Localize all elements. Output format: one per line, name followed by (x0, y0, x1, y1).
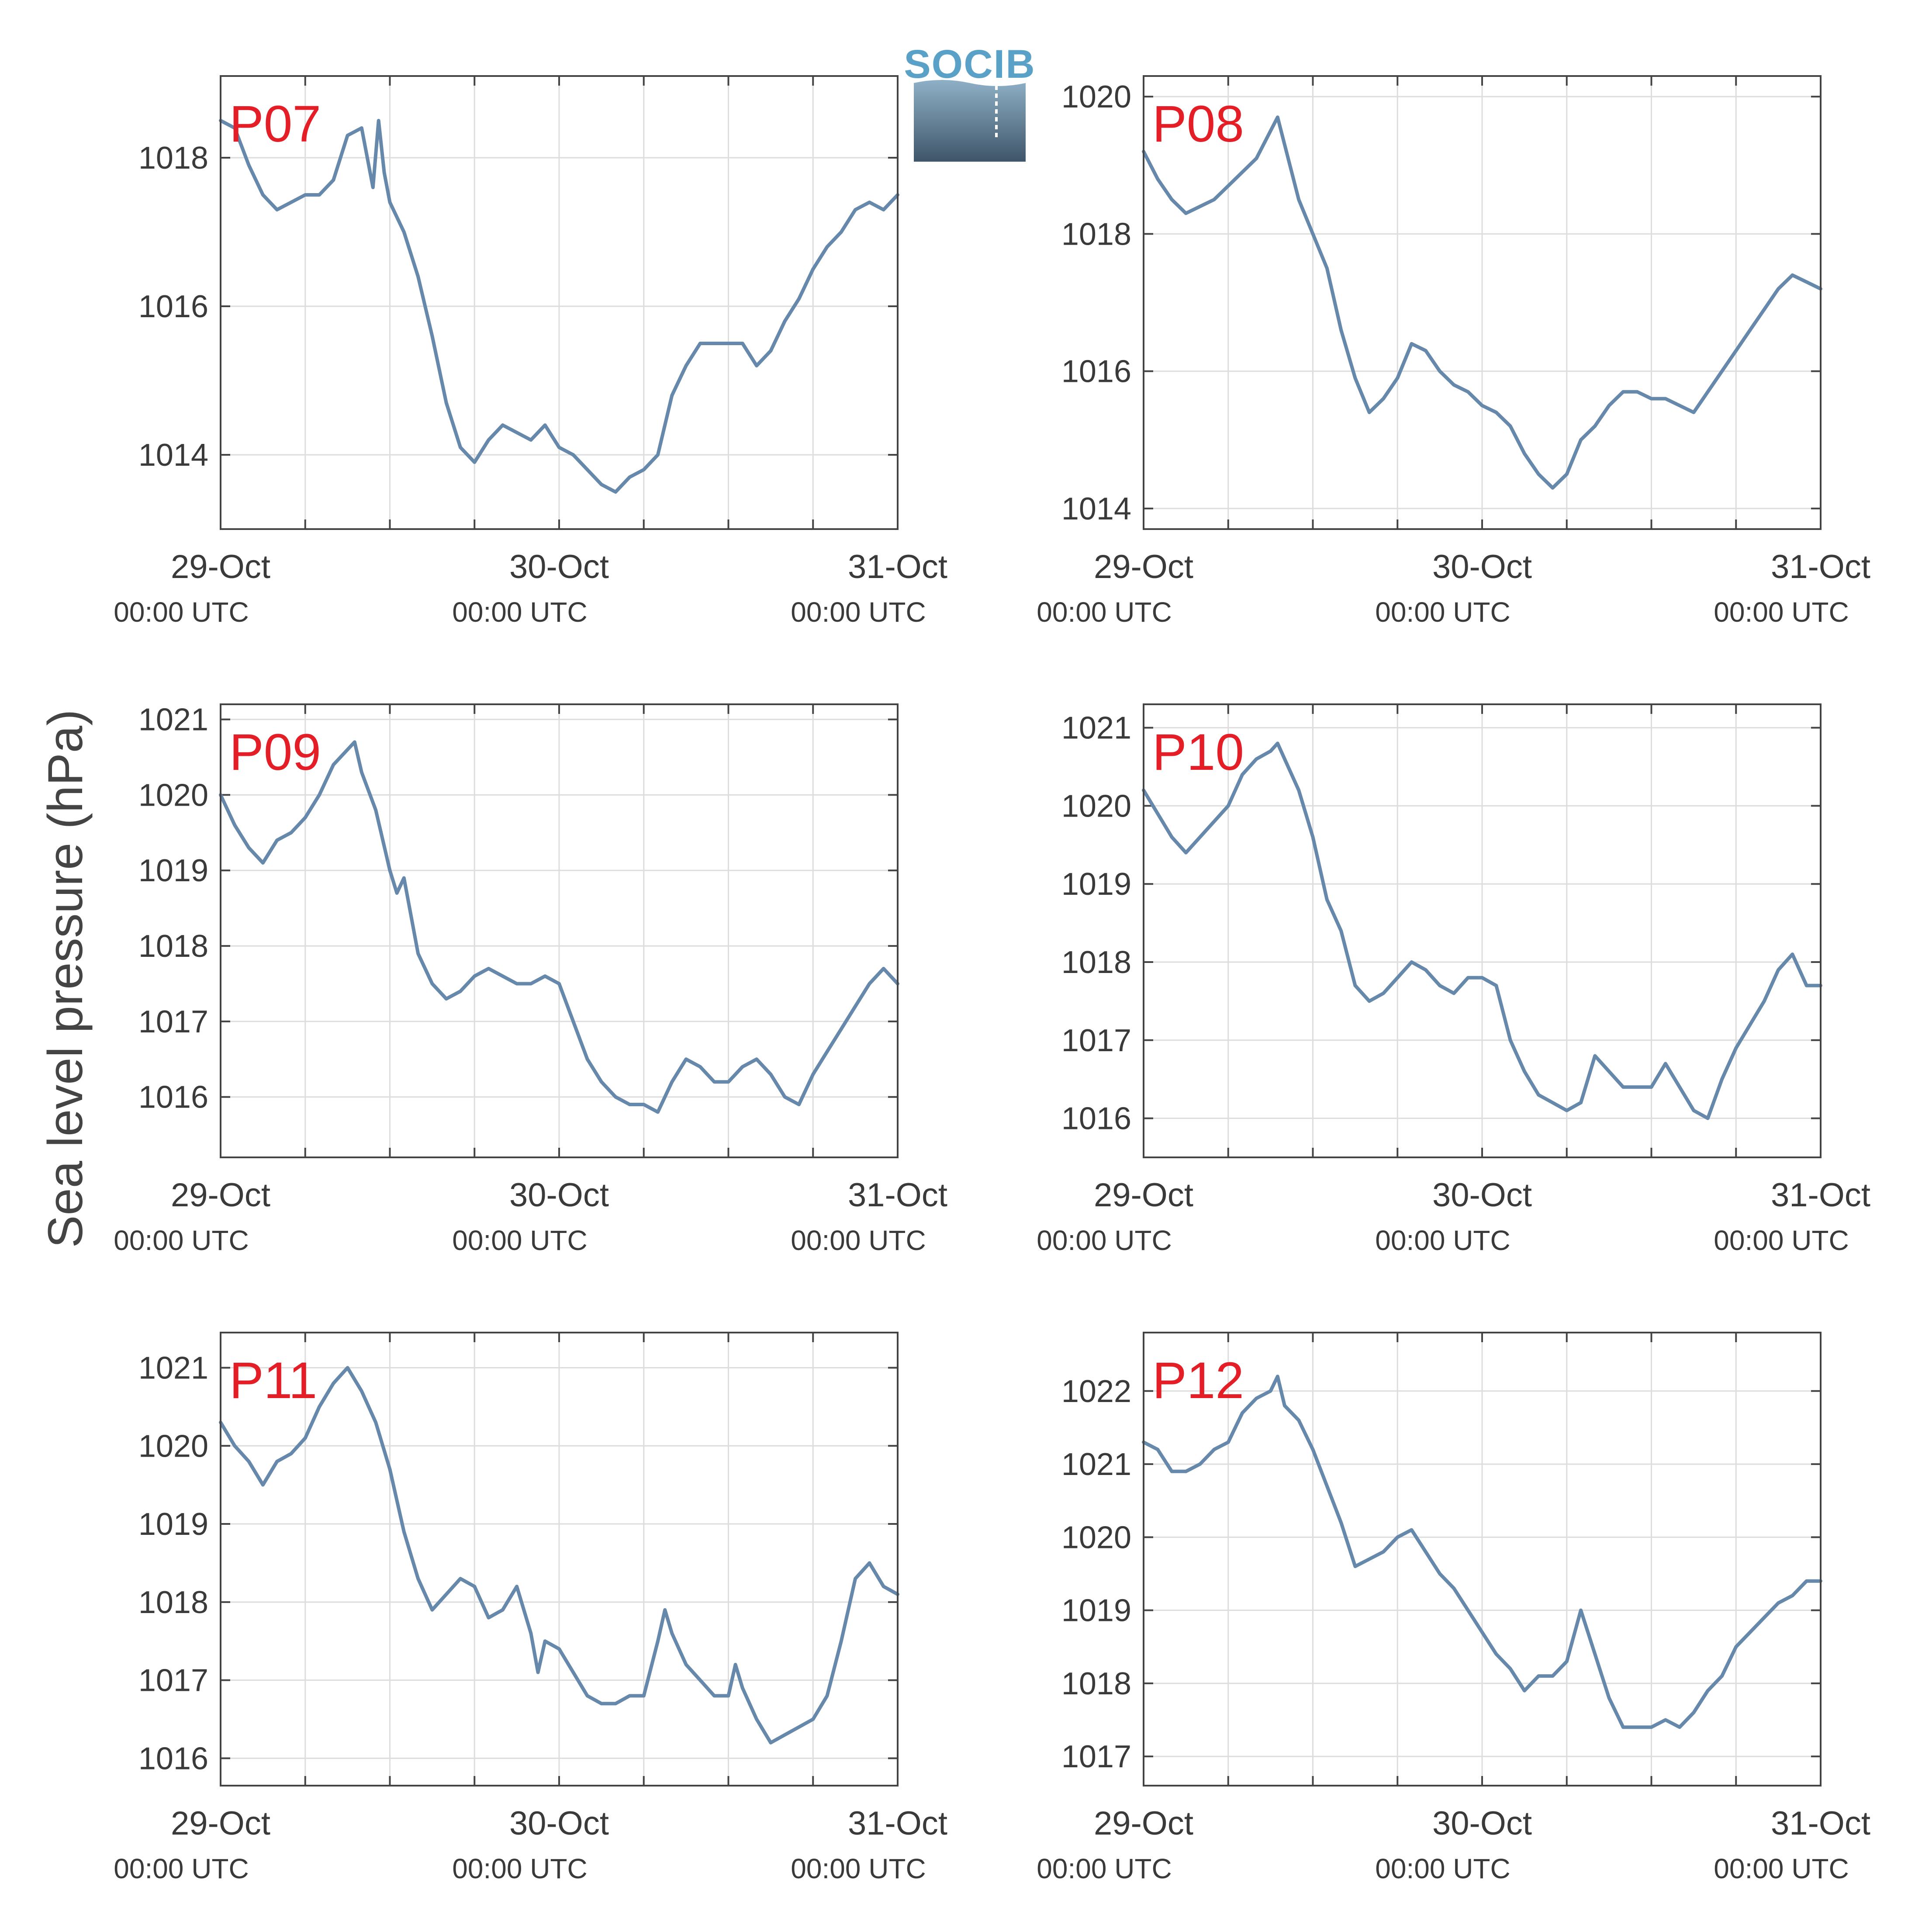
y-tick-label: 1017 (1061, 1739, 1131, 1774)
panel-label-p09: P09 (229, 724, 321, 781)
panel-label-p07: P07 (229, 95, 321, 153)
panel-p08: 1014 1016 1018 1020 29-Oct 00:00 UTC 30-Oct 00:… (1037, 75, 1870, 628)
x-tick-time-label: 00:00 UTC (1037, 1853, 1172, 1884)
x-tick-time-label: 00:00 UTC (1037, 596, 1172, 628)
x-tick-time-label: 00:00 UTC (452, 1225, 587, 1256)
series-line-p08 (1142, 115, 1822, 490)
x-tick-time-label: 00:00 UTC (114, 1853, 249, 1884)
x-tick-time-label: 00:00 UTC (1037, 1225, 1172, 1256)
x-tick-time-label: 00:00 UTC (791, 1225, 926, 1256)
x-tick-time-label: 00:00 UTC (1714, 596, 1849, 628)
y-tick-label: 1016 (138, 289, 208, 324)
x-tick-time-label: 00:00 UTC (791, 596, 926, 628)
y-tick-label: 1017 (138, 1663, 208, 1698)
x-tick-date-label: 29-Oct (171, 1805, 270, 1842)
y-tick-label: 1014 (1061, 492, 1131, 526)
y-tick-label: 1019 (1061, 1593, 1131, 1628)
y-tick-label: 1016 (1061, 1101, 1131, 1136)
x-tick-date-label: 31-Oct (848, 548, 947, 585)
y-tick-label: 1019 (138, 1507, 208, 1542)
x-tick-time-label: 00:00 UTC (1714, 1853, 1849, 1884)
panel-p07: 1014 1016 1018 29-Oct 00:00 UTC 30-Oct 00:00 U… (114, 75, 947, 628)
x-tick-date-label: 31-Oct (848, 1177, 947, 1214)
x-tick-date-label: 31-Oct (1771, 548, 1870, 585)
y-tick-label: 1016 (1061, 354, 1131, 389)
plot-frame (1143, 75, 1822, 530)
x-tick-time-label: 00:00 UTC (1375, 1225, 1510, 1256)
x-tick-date-label: 29-Oct (171, 1177, 270, 1214)
x-tick-date-label: 31-Oct (1771, 1177, 1870, 1214)
y-tick-label: 1018 (1061, 1666, 1131, 1701)
y-tick-label: 1022 (1061, 1374, 1131, 1409)
y-tick-label: 1019 (138, 853, 208, 888)
y-tick-label: 1021 (1061, 711, 1131, 746)
x-tick-time-label: 00:00 UTC (452, 1853, 587, 1884)
socib-logo: SOCIB (904, 42, 1035, 162)
series-line-p07 (219, 119, 899, 494)
x-tick-date-label: 29-Oct (171, 548, 270, 585)
x-tick-date-label: 31-Oct (848, 1805, 947, 1842)
y-tick-label: 1021 (138, 703, 208, 737)
socib-logo-text: SOCIB (904, 42, 1035, 87)
x-tick-date-label: 29-Oct (1094, 1805, 1193, 1842)
socib-logo-wave (914, 80, 1026, 162)
y-axis-label: Sea level pressure (hPa) (38, 710, 93, 1248)
x-tick-time-label: 00:00 UTC (1375, 596, 1510, 628)
y-tick-label: 1018 (1061, 217, 1131, 252)
panel-label-p08: P08 (1152, 95, 1244, 153)
x-tick-date-label: 30-Oct (1432, 548, 1532, 585)
plot-frame (220, 1332, 899, 1787)
plot-frame (1143, 1332, 1822, 1787)
y-tick-label: 1021 (1061, 1447, 1131, 1482)
plot-frame (220, 703, 899, 1158)
y-tick-label: 1017 (138, 1004, 208, 1039)
series-line-p10 (1142, 741, 1822, 1120)
x-tick-time-label: 00:00 UTC (114, 596, 249, 628)
y-tick-label: 1018 (138, 1585, 208, 1620)
y-tick-label: 1018 (1061, 945, 1131, 980)
x-tick-date-label: 29-Oct (1094, 1177, 1193, 1214)
y-tick-label: 1018 (138, 141, 208, 176)
panel-label-p12: P12 (1152, 1352, 1244, 1409)
series-line-p09 (219, 740, 899, 1114)
x-tick-time-label: 00:00 UTC (114, 1225, 249, 1256)
x-tick-date-label: 30-Oct (1432, 1805, 1532, 1842)
y-tick-label: 1020 (1061, 80, 1131, 114)
panel-p10: 1016 1017 1018 1019 1020 1021 29-Oct 00:00 UTC 3… (1037, 703, 1870, 1256)
y-tick-label: 1019 (1061, 867, 1131, 902)
plot-frame (1143, 703, 1822, 1158)
x-tick-date-label: 29-Oct (1094, 548, 1193, 585)
y-tick-label: 1014 (138, 438, 208, 473)
x-tick-date-label: 30-Oct (509, 548, 609, 585)
panel-p09: 1016 1017 1018 1019 1020 1021 29-Oct 00:00 UTC 3… (114, 703, 947, 1256)
y-tick-label: 1016 (138, 1080, 208, 1115)
plot-frame (220, 75, 899, 530)
x-tick-time-label: 00:00 UTC (1375, 1853, 1510, 1884)
panel-p11: 1016 1017 1018 1019 1020 1021 29-Oct 00:00 UTC 3… (114, 1332, 947, 1884)
panel-label-p10: P10 (1152, 724, 1244, 781)
y-tick-label: 1020 (138, 1429, 208, 1464)
y-tick-label: 1020 (1061, 1520, 1131, 1555)
x-tick-date-label: 30-Oct (509, 1177, 609, 1214)
y-tick-label: 1018 (138, 929, 208, 964)
panel-label-p11: P11 (229, 1352, 317, 1409)
series-line-p12 (1142, 1375, 1822, 1729)
x-tick-date-label: 30-Oct (509, 1805, 609, 1842)
x-tick-date-label: 31-Oct (1771, 1805, 1870, 1842)
y-tick-label: 1021 (138, 1350, 208, 1385)
y-tick-label: 1020 (1061, 789, 1131, 824)
y-tick-label: 1020 (138, 778, 208, 813)
x-tick-time-label: 00:00 UTC (452, 596, 587, 628)
x-tick-time-label: 00:00 UTC (791, 1853, 926, 1884)
series-line-p11 (219, 1366, 899, 1745)
panel-p12: 1017 1018 1019 1020 1021 1022 29-Oct 00:00 UTC 3… (1037, 1332, 1870, 1884)
x-tick-time-label: 00:00 UTC (1714, 1225, 1849, 1256)
x-tick-date-label: 30-Oct (1432, 1177, 1532, 1214)
y-tick-label: 1016 (138, 1741, 208, 1776)
y-tick-label: 1017 (1061, 1023, 1131, 1058)
